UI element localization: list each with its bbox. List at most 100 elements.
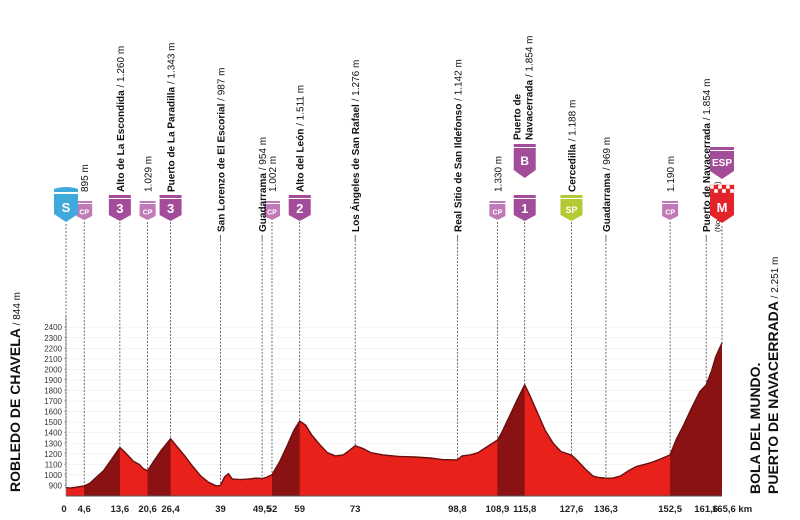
badge-label: CP [267, 210, 277, 217]
waypoint-altitude: / 1.854 m [702, 79, 713, 123]
waypoint-label: San Lorenzo de El Escorial / 987 m [216, 67, 227, 232]
waypoint-name: San Lorenzo de El Escorial [216, 103, 227, 232]
badge-label: 1 [521, 201, 528, 216]
badge-shape [159, 199, 182, 221]
x-tick-label: 13,6 [111, 504, 130, 515]
category-badge: 3 [108, 195, 131, 221]
finish-name-line2: PUERTO DE NAVACERRADA [765, 301, 781, 494]
waypoint-label: Puerto deNavacerrada / 1.854 m [513, 35, 536, 140]
y-tick-label: 2200 [44, 344, 62, 353]
checker-cell [725, 188, 731, 194]
waypoint-altitude: / 1.511 m [296, 85, 307, 129]
profile-area [66, 342, 722, 496]
x-tick-label: 108,9 [486, 504, 510, 515]
x-axis: 0 4,6 13,6 20,6 26,4 39 49,552 59 73 98,8 108,9 115… [61, 495, 752, 515]
badge-shape [288, 199, 311, 221]
badge-label: 3 [116, 201, 123, 216]
category-badge: 3 [159, 195, 182, 221]
waypoint-label: 1.029 m [144, 156, 155, 192]
cp-badge: CP [662, 201, 679, 220]
waypoint-altitude: / 969 m [602, 137, 613, 173]
finish-badges: ESP M [709, 147, 735, 223]
badge-shape [76, 204, 93, 220]
waypoint-label: 1.330 m [493, 156, 504, 192]
badge-shape [108, 199, 131, 221]
waypoint-label: 1.002 m [268, 156, 279, 192]
badge-label: 3 [167, 201, 174, 216]
waypoint-badges: CP 3 CP 3 CP 2 CP 1 B SP CP [76, 144, 679, 221]
waypoint-altitude: / 1.260 m [116, 46, 127, 90]
waypoint-label: 1.190 m [666, 156, 677, 192]
finish-name-line1: BOLA DEL MUNDO. [747, 363, 763, 494]
y-tick-label: 1100 [45, 460, 63, 469]
checker-cell [729, 184, 735, 190]
badge-top [159, 195, 182, 198]
badge-top [560, 195, 583, 198]
waypoint-name: Cercedilla [567, 144, 578, 192]
start-altitude: / 844 m [12, 292, 23, 328]
x-tick-label: 152,5 [658, 504, 682, 515]
checker-cell [713, 184, 719, 190]
start-badge: S [54, 187, 78, 222]
waypoint-altitude: / 1.854 m [525, 35, 536, 79]
badge-top [710, 147, 734, 150]
waypoint-altitude: 1.029 m [144, 156, 155, 192]
badge-shape [139, 204, 156, 220]
x-tick-label: 136,3 [594, 504, 618, 515]
badge-shape [513, 199, 536, 221]
y-tick-label: 1800 [44, 387, 62, 396]
x-tick-label: 4,6 [78, 504, 91, 515]
waypoint-altitude: 1.330 m [493, 156, 504, 192]
category-badge: 2 [288, 195, 311, 221]
badge-label: S [62, 200, 71, 215]
badge-label: CP [79, 210, 89, 217]
cp-badge: CP [76, 201, 93, 220]
badge-top [54, 187, 78, 192]
checker-cell [721, 184, 727, 190]
x-tick-label: 115,8 [513, 504, 536, 515]
x-tick-label: 39 [215, 504, 226, 515]
y-tick-label: 1700 [44, 397, 62, 406]
waypoint-label: Alto de La Escondida / 1.260 m [116, 46, 127, 192]
badge-label: CP [493, 210, 503, 217]
checker-cell [721, 188, 727, 194]
finish-label: BOLA DEL MUNDO. PUERTO DE NAVACERRADA / 2… [747, 257, 781, 494]
y-tick-label: 2100 [44, 355, 62, 364]
x-tick-label: 127,6 [560, 504, 584, 515]
y-tick-label: 2300 [44, 334, 62, 343]
badge-top [108, 195, 131, 198]
waypoint-label: Puerto de Navacerrada / 1.854 m [702, 79, 713, 232]
y-tick-label: 1600 [44, 408, 62, 417]
waypoint-name: Guadarrama [258, 173, 269, 232]
badge-label: B [520, 154, 529, 168]
y-tick-label: 1300 [44, 439, 62, 448]
y-tick-label: 2000 [44, 365, 62, 374]
grid [66, 326, 722, 497]
waypoint-name: Puerto de La Paradilla [167, 87, 178, 192]
cp-badge: CP [139, 201, 156, 220]
y-tick-label: 1900 [44, 376, 62, 385]
badge-top [288, 195, 311, 198]
badge-shape [263, 204, 280, 220]
finish-altitude: / 2.251 m [770, 257, 781, 301]
x-tick-label: 0 [61, 504, 66, 515]
waypoint-label: Los Ángeles de San Rafael / 1.276 m [349, 60, 362, 232]
cp-badge: CP [263, 201, 280, 220]
checker-cell [729, 188, 735, 194]
waypoint-label: Puerto de La Paradilla / 1.343 m [167, 42, 178, 192]
waypoint-name: Puerto de [513, 93, 524, 140]
checker-cell [717, 184, 723, 190]
badge-label: SP [565, 205, 577, 215]
waypoint-name: Real Sitio de San Ildefonso [453, 104, 464, 232]
waypoint-altitude: / 1.343 m [167, 42, 178, 86]
start-finish: S ROBLEDO DE CHAVELA / 844 m ESP M BOLA DEL … [7, 147, 781, 494]
badge-top [513, 195, 536, 198]
checker-cell [709, 184, 715, 190]
waypoint-altitude: / 987 m [216, 67, 227, 103]
badge-top [263, 201, 280, 203]
x-tick-label: 59 [294, 504, 305, 515]
waypoint-name: Guadarrama [602, 173, 613, 232]
badge-shape [489, 204, 506, 220]
badge-shape [560, 199, 583, 221]
